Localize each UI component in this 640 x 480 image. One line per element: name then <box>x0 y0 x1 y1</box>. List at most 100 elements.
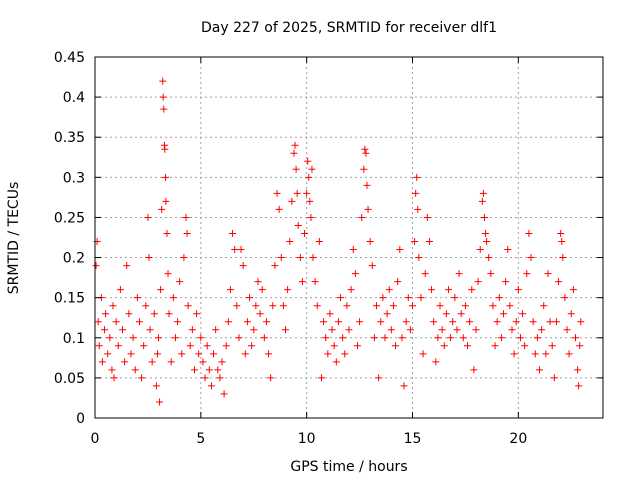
data-point <box>542 350 550 358</box>
data-point <box>324 350 332 358</box>
data-point <box>235 334 243 342</box>
data-point <box>447 334 455 342</box>
data-point <box>561 294 569 302</box>
data-point <box>343 302 351 310</box>
data-point <box>480 213 488 221</box>
data-point <box>311 278 319 286</box>
data-point <box>466 318 474 326</box>
data-point <box>565 350 573 358</box>
data-point <box>98 358 106 366</box>
data-point <box>389 302 397 310</box>
data-point <box>546 318 554 326</box>
plot-frame <box>94 56 604 419</box>
data-point <box>121 358 129 366</box>
data-point <box>155 334 162 342</box>
x-axis-label: GPS time / hours <box>290 459 407 475</box>
data-point <box>500 310 508 318</box>
chart-title: Day 227 of 2025, SRMTID for receiver dlf… <box>201 20 497 36</box>
data-point <box>186 342 194 350</box>
data-point <box>241 350 249 358</box>
data-point <box>527 254 535 262</box>
data-point <box>428 286 436 294</box>
data-point <box>414 205 422 213</box>
data-point <box>246 294 254 302</box>
data-point <box>171 334 179 342</box>
data-point <box>576 342 584 350</box>
data-point <box>366 238 374 246</box>
data-point <box>296 254 304 262</box>
data-point <box>402 318 410 326</box>
data-point <box>457 310 465 318</box>
y-tick-label: 0.2 <box>63 251 85 267</box>
data-point <box>292 165 300 173</box>
y-axis-label: SRMTID / TECUs <box>6 182 22 295</box>
data-point <box>119 326 127 334</box>
data-point <box>349 246 357 254</box>
data-point <box>193 310 201 318</box>
data-points <box>92 77 585 406</box>
data-point <box>210 350 218 358</box>
data-point <box>260 334 268 342</box>
data-point <box>538 326 546 334</box>
data-point <box>298 278 306 286</box>
x-tick-label: 10 <box>298 431 316 447</box>
data-point <box>575 382 583 390</box>
data-point <box>368 262 376 270</box>
data-point <box>558 238 566 246</box>
data-point <box>360 165 368 173</box>
data-point <box>112 318 120 326</box>
data-point <box>345 326 353 334</box>
data-point <box>351 270 359 278</box>
data-point <box>288 197 296 205</box>
data-point <box>254 278 262 286</box>
data-point <box>379 294 387 302</box>
data-point <box>231 246 239 254</box>
data-point <box>174 318 182 326</box>
data-point <box>483 238 491 246</box>
data-point <box>377 318 385 326</box>
y-tick-label: 0.45 <box>54 50 85 66</box>
data-point <box>531 350 539 358</box>
data-point <box>548 342 556 350</box>
data-point <box>361 145 369 153</box>
data-point <box>459 334 467 342</box>
data-point <box>102 310 110 318</box>
data-point <box>506 302 514 310</box>
data-point <box>404 294 412 302</box>
data-point <box>95 342 103 350</box>
data-point <box>358 213 366 221</box>
data-point <box>375 374 383 382</box>
data-point <box>495 294 503 302</box>
data-point <box>569 286 577 294</box>
y-tick-label: 0.35 <box>54 130 85 146</box>
data-point <box>339 334 347 342</box>
data-point <box>555 278 563 286</box>
data-point <box>214 366 222 374</box>
data-point <box>309 254 317 262</box>
data-point <box>165 310 173 318</box>
data-point <box>315 238 323 246</box>
data-point <box>470 366 478 374</box>
data-point <box>275 205 283 213</box>
data-point <box>159 77 167 85</box>
data-point <box>152 382 160 390</box>
data-point <box>133 294 141 302</box>
data-point <box>362 149 370 157</box>
data-point <box>461 302 469 310</box>
data-point <box>277 254 285 262</box>
data-point <box>489 302 497 310</box>
data-point <box>387 326 395 334</box>
data-point <box>334 318 342 326</box>
data-point <box>267 374 275 382</box>
data-point <box>347 286 355 294</box>
data-point <box>160 105 168 113</box>
data-point <box>184 302 192 310</box>
data-point <box>432 358 440 366</box>
data-point <box>218 358 226 366</box>
data-point <box>533 334 541 342</box>
data-point <box>516 334 524 342</box>
data-point <box>468 286 476 294</box>
data-point <box>308 165 316 173</box>
data-point <box>265 350 273 358</box>
data-point <box>220 390 228 398</box>
